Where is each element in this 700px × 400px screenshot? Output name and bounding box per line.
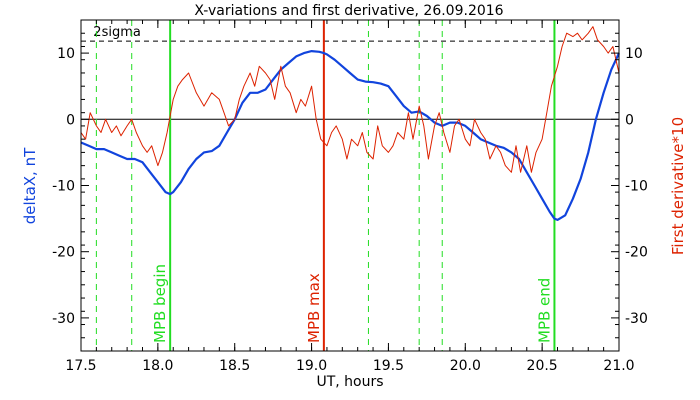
series-line-left: [80, 49, 620, 221]
sigma-label: 2sigma: [93, 25, 141, 40]
y-axis-label-left: deltaX, nT: [21, 147, 39, 224]
x-tick-label: 18.5: [219, 358, 250, 374]
plot-area: 2sigma MPB begin MPB max MPB end: [80, 20, 620, 351]
y-tick-label-left: 0: [66, 112, 75, 128]
marker-label: MPB end: [535, 278, 553, 343]
marker-label: MPB begin: [151, 264, 169, 343]
series-line-right: [80, 26, 620, 173]
axis-ticks: 17.5 18.0 18.5 19.0 19.5 20.0 20.5 21.0 10 0 -10 -2…: [52, 19, 648, 374]
y-tick-label-right: -10: [625, 179, 648, 195]
y-tick-label-left: -20: [52, 245, 75, 261]
x-tick-label: 17.5: [65, 358, 96, 374]
y-tick-label-left: 10: [57, 46, 75, 62]
x-tick-label: 20.0: [450, 358, 481, 374]
y-axis-label-right: First derivative*10: [669, 117, 687, 255]
x-tick-label: 21.0: [603, 358, 634, 374]
y-tick-label-left: -30: [52, 311, 75, 327]
y-tick-label-right: -30: [625, 311, 648, 327]
marker-label: MPB max: [305, 273, 323, 343]
x-axis-label: UT, hours: [316, 374, 383, 390]
x-tick-label: 19.0: [296, 358, 327, 374]
x-tick-label: 19.5: [373, 358, 404, 374]
y-tick-label-right: 0: [625, 112, 634, 128]
x-tick-label: 18.0: [142, 358, 173, 374]
x-tick-label: 20.5: [527, 358, 558, 374]
chart-title: X-variations and first derivative, 26.09…: [194, 3, 503, 19]
y-tick-label-left: -10: [52, 179, 75, 195]
y-tick-label-right: -20: [625, 245, 648, 261]
y-tick-label-right: 10: [625, 46, 643, 62]
